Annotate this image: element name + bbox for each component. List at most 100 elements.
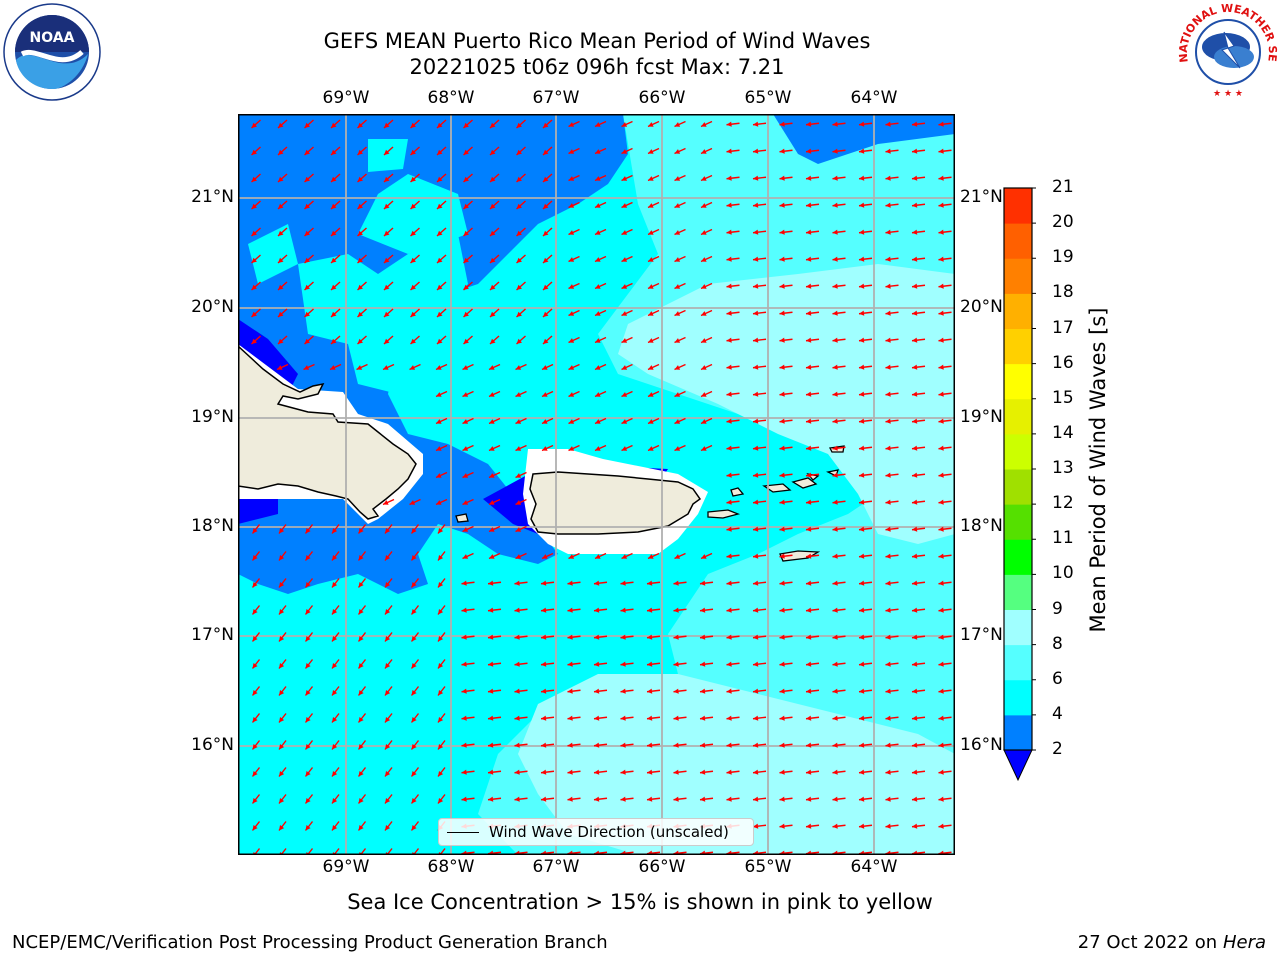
wind-arrow (911, 580, 926, 586)
wind-arrow (647, 309, 660, 317)
wind-arrow (277, 335, 288, 345)
wind-arrow (276, 363, 289, 371)
wind-arrow (542, 200, 553, 210)
wind-arrow (938, 121, 952, 127)
culebra-vieques (707, 509, 741, 519)
lat-label: 16°N (191, 735, 234, 755)
wind-arrow (437, 524, 446, 534)
wind-arrow (911, 499, 926, 505)
wind-arrow (911, 310, 926, 316)
wind-arrow (726, 472, 740, 478)
wind-arrow (726, 418, 740, 424)
legend-line-icon (447, 831, 479, 833)
wind-arrow (779, 688, 793, 694)
wind-arrow (805, 634, 820, 640)
wind-arrow (752, 148, 767, 154)
wind-arrow (911, 337, 926, 343)
wind-arrow (304, 686, 314, 696)
wind-arrow (304, 173, 314, 183)
wind-arrow (779, 229, 793, 235)
wind-arrow (594, 363, 607, 371)
wind-arrow (858, 283, 873, 289)
wind-arrow (437, 551, 446, 561)
wind-arrow (436, 254, 447, 264)
wave-period-map (238, 114, 955, 855)
wind-arrow (779, 148, 793, 154)
wind-arrow (885, 607, 899, 613)
wind-arrow (410, 146, 420, 156)
wind-arrow (251, 119, 261, 129)
lon-label: 66°W (638, 857, 686, 877)
title-line-2: 20221025 t06z 096h fcst Max: 7.21 (409, 55, 785, 79)
lat-label: 16°N (960, 735, 1003, 755)
wind-arrow (304, 578, 314, 588)
wind-arrow (488, 498, 501, 506)
wind-arrow (514, 742, 528, 748)
wind-arrow (832, 823, 846, 829)
wind-arrow (621, 282, 633, 290)
wind-arrow (779, 796, 793, 802)
wind-arrow (674, 336, 686, 344)
wind-arrow (621, 255, 633, 263)
st-croix (779, 550, 821, 562)
wind-arrow (832, 310, 846, 316)
wind-arrow (752, 121, 767, 127)
wind-arrow (330, 335, 341, 345)
wind-arrow (593, 769, 608, 775)
wind-arrow (700, 147, 713, 155)
wind-arrow (620, 607, 634, 613)
wind-arrow (938, 310, 952, 316)
wind-arrow (462, 417, 474, 425)
wind-arrow (410, 254, 420, 264)
mona-island (455, 513, 469, 523)
wind-arrow (885, 445, 899, 451)
wind-arrow (331, 551, 340, 561)
wind-arrow (278, 686, 287, 696)
wind-arrow (461, 688, 475, 694)
wind-arrow (674, 309, 686, 317)
wind-arrow (251, 281, 261, 291)
wind-arrow (858, 202, 873, 208)
wind-arrow (541, 444, 554, 452)
wind-arrow (885, 580, 899, 586)
wind-arrow (673, 634, 687, 640)
wind-arrow (277, 200, 288, 210)
wind-arrow (752, 796, 767, 802)
wind-arrow (304, 335, 314, 345)
wind-arrow (646, 715, 661, 721)
wind-arrow (752, 688, 767, 694)
wind-arrow (410, 713, 420, 723)
wind-arrow (251, 659, 261, 669)
colorbar-tick-label: 4 (1052, 703, 1063, 724)
wind-arrow (541, 552, 554, 560)
wind-arrow (621, 174, 633, 182)
colorbar (1003, 187, 1036, 782)
wind-arrow (384, 578, 393, 588)
wind-arrow (540, 580, 555, 586)
wind-arrow (938, 607, 952, 613)
colorbar-tick-label: 17 (1052, 317, 1074, 338)
wind-arrow (489, 254, 500, 264)
wind-arrow (752, 499, 767, 505)
wind-arrow (832, 256, 846, 262)
wind-arrow (911, 283, 926, 289)
wind-arrow (726, 607, 740, 613)
wind-arrow (357, 767, 367, 777)
wind-arrow (515, 363, 527, 371)
wind-arrow (357, 281, 367, 291)
colorbar-tick-label: 10 (1052, 563, 1074, 584)
wind-arrow (594, 174, 607, 182)
wind-arrow (726, 337, 740, 343)
wind-arrow (410, 740, 420, 750)
wind-arrow (832, 472, 846, 478)
wind-arrow (938, 661, 952, 667)
wind-arrow (779, 769, 793, 775)
wind-arrow (832, 526, 846, 532)
wind-arrow (251, 227, 261, 237)
colorbar-segment (1004, 679, 1032, 716)
wind-arrow (938, 796, 952, 802)
wind-arrow (593, 634, 608, 640)
wind-arrow (832, 283, 846, 289)
wind-arrow (593, 661, 608, 667)
wind-arrow (540, 769, 555, 775)
